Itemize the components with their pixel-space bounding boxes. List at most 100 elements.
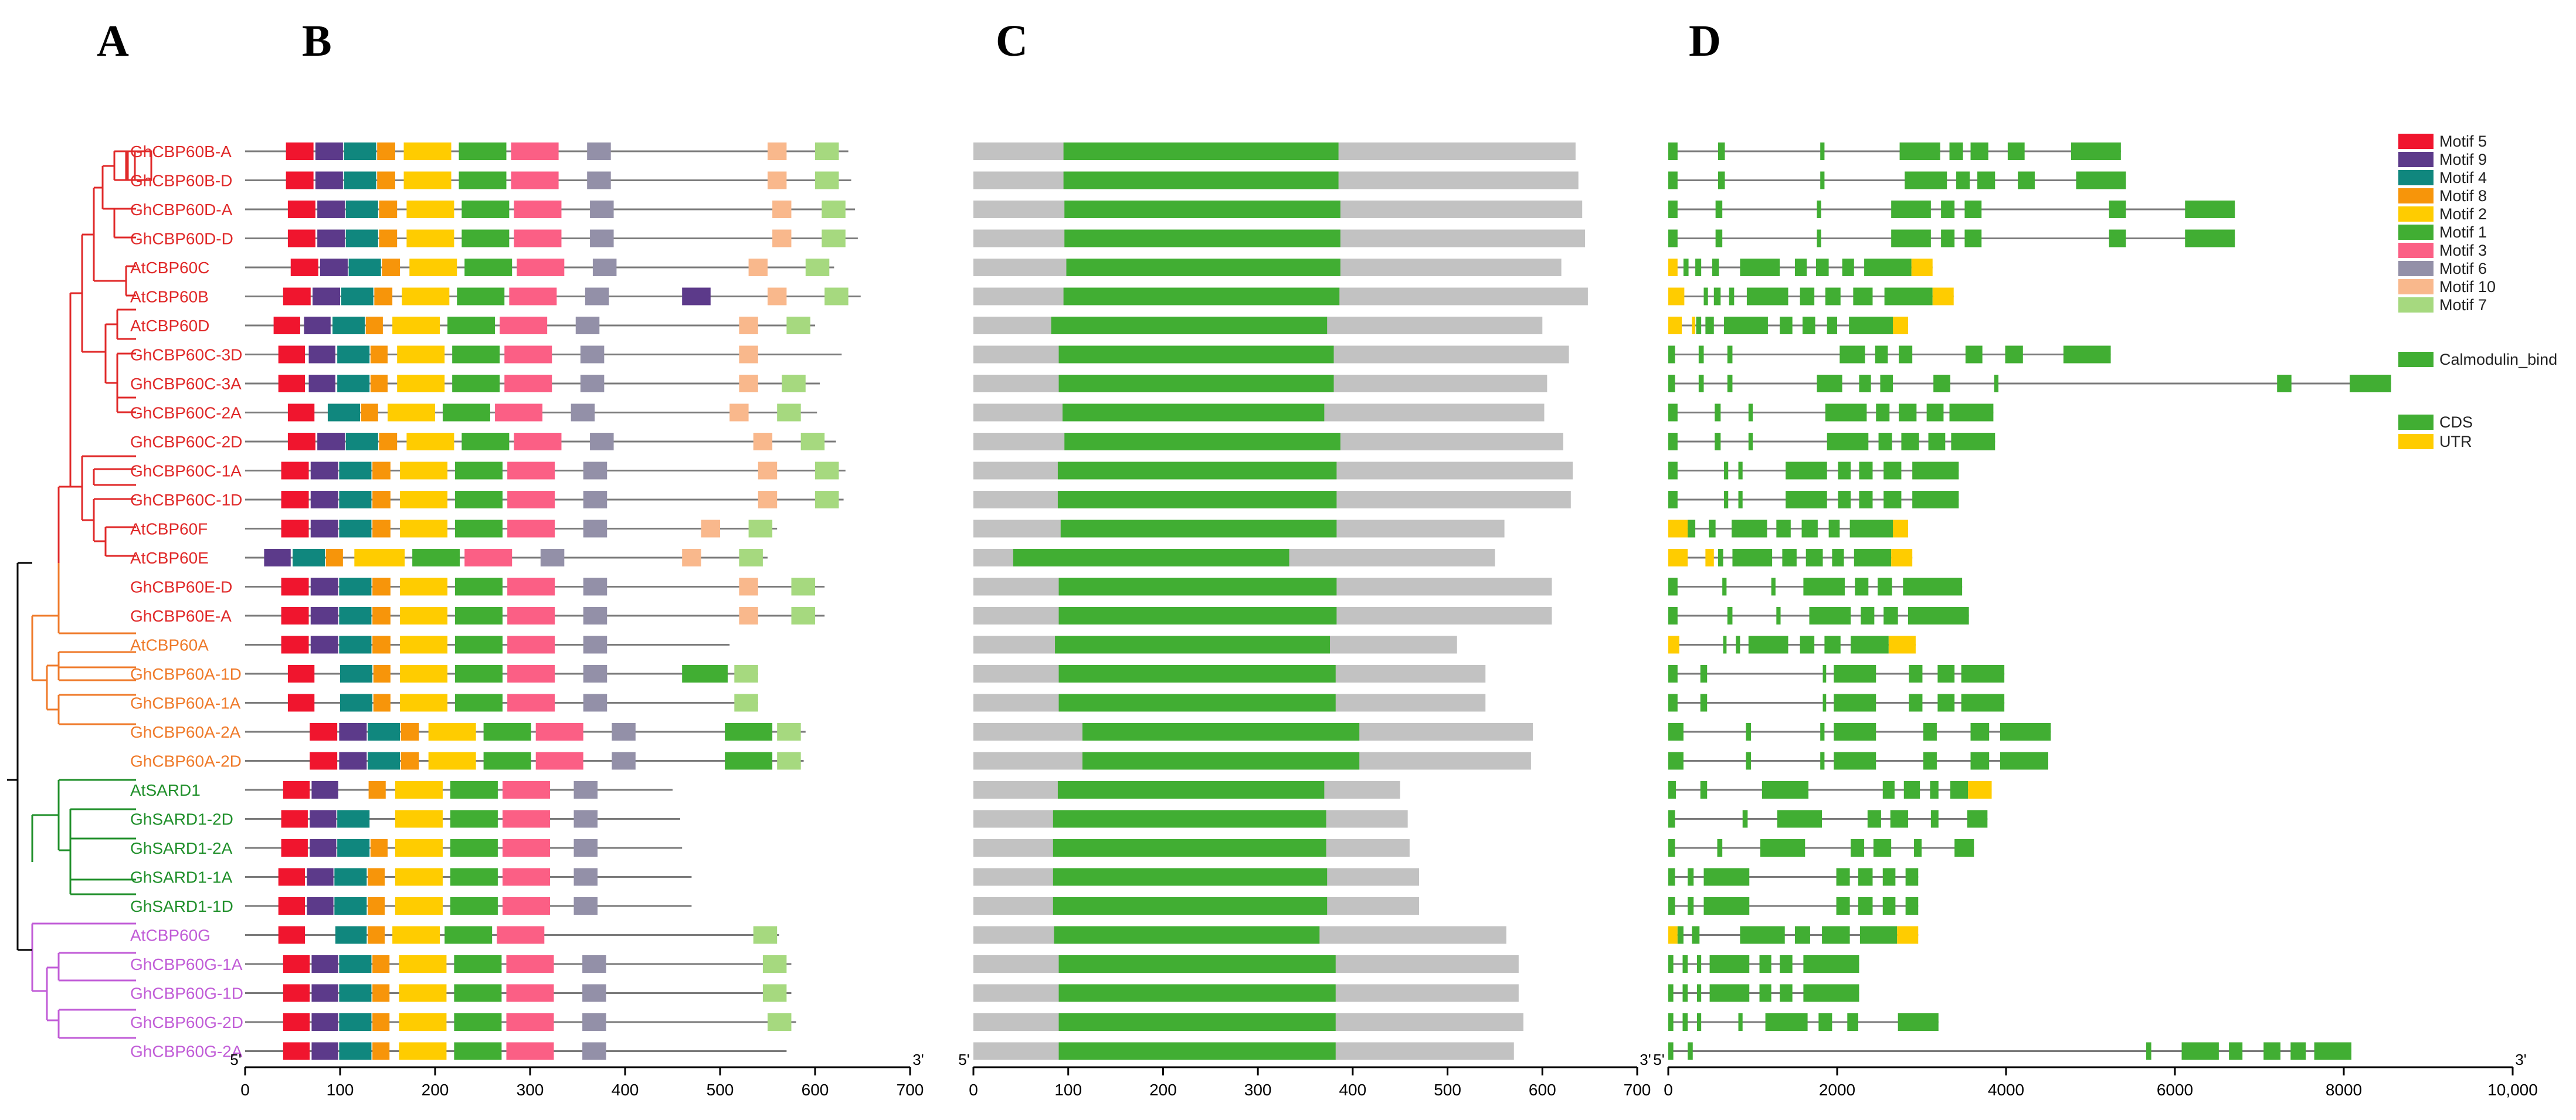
motif-4-box — [339, 984, 372, 1002]
motif-5-box — [287, 201, 315, 218]
cds-exon-box — [1683, 259, 1689, 276]
motif-7-box — [734, 694, 758, 712]
axis-end-label: 3' — [912, 1051, 924, 1068]
cds-exon-box — [1882, 781, 1895, 799]
motif-5-box — [283, 1013, 310, 1031]
motif-5-box — [281, 839, 308, 857]
motif-2-box — [403, 142, 452, 160]
motif-5-box — [283, 984, 310, 1002]
utr-exon-box — [1668, 926, 1678, 944]
cds-exon-box — [1949, 403, 1994, 422]
gene-name-label: GhCBP60C-2D — [130, 433, 242, 451]
cds-exon-box — [1820, 171, 1825, 189]
motif-6-box — [582, 955, 606, 973]
gene-row: GhCBP60A-2A — [130, 723, 2051, 741]
motif-3-box — [504, 375, 552, 392]
legend-swatch-calmodulin-bind — [2398, 352, 2434, 367]
cds-exon-box — [1937, 694, 1955, 712]
gene-name-label: GhCBP60A-1D — [130, 665, 242, 683]
motif-8-box — [379, 229, 398, 247]
cds-exon-box — [1668, 955, 1674, 973]
cds-exon-box — [1700, 694, 1708, 712]
gene-name-label: GhCBP60B-D — [130, 172, 232, 190]
tree-clade-purple — [31, 922, 136, 1039]
motif-6-box — [582, 984, 606, 1002]
motif-1-box — [454, 984, 502, 1002]
motif-1-box — [454, 955, 502, 973]
motif-8-box — [379, 433, 398, 450]
gene-row: AtCBP60C — [130, 259, 1933, 277]
cds-exon-box — [1668, 201, 1678, 218]
motif-6-box — [612, 723, 636, 741]
cds-exon-box — [1776, 520, 1791, 538]
cds-exon-box — [1712, 259, 1719, 276]
cds-exon-box — [1867, 810, 1881, 828]
legend-label-motif-9: Motif 9 — [2439, 151, 2487, 168]
calmodulin-bind-domain — [1057, 781, 1325, 799]
motif-6-box — [582, 1013, 606, 1031]
cds-exon-box — [1698, 375, 1704, 392]
utr-exon-box — [1891, 549, 1913, 566]
cds-exon-box — [1882, 897, 1896, 915]
motif-7-box — [753, 926, 778, 944]
utr-exon-box — [1968, 781, 1992, 799]
motif-5-box — [287, 665, 315, 683]
motif-8-box — [368, 781, 386, 799]
motif-4-box — [332, 317, 365, 334]
motif-6-box — [587, 171, 611, 189]
cds-exon-box — [1668, 723, 1684, 741]
motif-9-box — [317, 201, 345, 218]
cds-exon-box — [1851, 636, 1889, 654]
cds-exon-box — [1760, 839, 1805, 857]
motif-10-box — [748, 259, 768, 276]
utr-exon-box — [1668, 520, 1688, 538]
cds-exon-box — [1864, 259, 1912, 276]
gene-row: GhCBP60C-2D — [130, 433, 1995, 451]
motif-2-box — [406, 229, 454, 247]
motif-5-box — [278, 375, 306, 392]
cds-exon-box — [1899, 403, 1917, 422]
gene-name-label: AtCBP60G — [130, 926, 211, 945]
legend-swatch-motif-5 — [2398, 134, 2434, 149]
gene-row: GhCBP60D-A — [130, 201, 2235, 219]
gene-name-label: GhSARD1-1A — [130, 868, 233, 887]
motif-8-box — [373, 694, 391, 712]
cds-exon-box — [1696, 984, 1702, 1002]
cds-exon-box — [1740, 259, 1780, 276]
motif-4-box — [344, 171, 376, 189]
motif-2-box — [406, 433, 454, 450]
utr-exon-box — [1911, 259, 1933, 276]
cds-exon-box — [1696, 1013, 1702, 1031]
motif-8-box — [372, 607, 391, 625]
motif-1-box — [455, 607, 503, 625]
gene-rows: GhCBP60B-A GhCBP60B-D GhCBP60D-A GhCBP60D-D… — [130, 142, 2391, 1061]
motif-4-box — [337, 839, 370, 857]
cds-exon-box — [2071, 142, 2121, 160]
motif-4-box — [367, 752, 401, 770]
axis-tick-label: 500 — [707, 1081, 734, 1099]
calmodulin-bind-domain — [1053, 868, 1328, 886]
cds-exon-box — [1668, 403, 1678, 422]
cds-exon-box — [1732, 549, 1773, 566]
cds-exon-box — [1905, 868, 1919, 886]
cds-exon-box — [1703, 287, 1708, 306]
cds-exon-box — [1696, 317, 1702, 334]
cds-exon-box — [1859, 461, 1873, 480]
motif-2-box — [395, 897, 443, 915]
gene-name-label: GhCBP60C-1A — [130, 462, 242, 480]
motif-9-box — [682, 287, 711, 306]
legend-label-motif-10: Motif 10 — [2439, 278, 2496, 296]
motif-5-box — [310, 752, 338, 770]
motif-6-box — [575, 317, 600, 334]
motif-3-box — [506, 984, 554, 1002]
cds-exon-box — [1858, 897, 1873, 915]
motif-4-box — [339, 955, 372, 973]
cds-exon-box — [1709, 520, 1716, 538]
cds-exon-box — [1688, 868, 1694, 886]
motif-6-box — [573, 810, 598, 828]
cds-exon-box — [2229, 1042, 2243, 1060]
motif-1-box — [682, 665, 728, 683]
motif-3-box — [511, 171, 559, 189]
cds-exon-box — [1842, 259, 1854, 276]
cds-exon-box — [1703, 868, 1750, 886]
